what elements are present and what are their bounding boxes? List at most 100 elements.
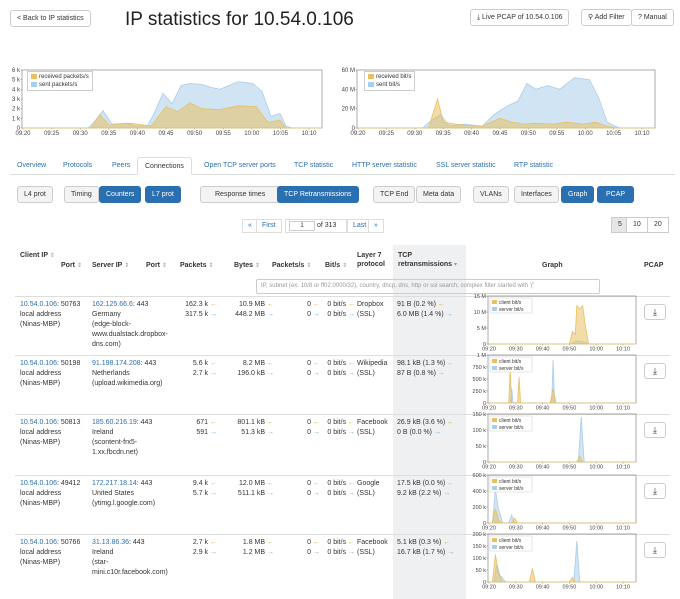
col-packets-per-sec[interactable]: Packets/s ⇕: [272, 261, 311, 271]
tab-overview[interactable]: Overview: [17, 162, 47, 169]
y-tick-label: 0: [483, 401, 486, 407]
connection-filter-input[interactable]: IP, subnet (ex. 10/8 or ff02:0000/32), c…: [256, 279, 600, 294]
col-tcp-retransmissions[interactable]: TCP retransmissions ▾: [398, 251, 457, 270]
packets-cell-out-value: 2.9 k: [192, 549, 209, 556]
row-separator: [15, 296, 670, 297]
page-size-5[interactable]: 5: [611, 217, 629, 233]
client-ip-link[interactable]: 10.54.0.106: [20, 360, 57, 367]
col-server-port[interactable]: Port ⇕: [146, 261, 167, 271]
toggle-tcp-retransmissions[interactable]: TCP Retransmissions: [277, 186, 359, 203]
server-ip-link[interactable]: 31.13.86.36: [92, 539, 129, 546]
tab-connections[interactable]: Connections: [137, 157, 192, 175]
page-next[interactable]: »: [368, 219, 384, 233]
legend-server-label: server bit/s: [499, 307, 524, 313]
arrow-right-icon: →: [208, 429, 217, 436]
server-ip-link[interactable]: 172.217.18.14: [92, 480, 137, 487]
tab-http-server-statistic[interactable]: HTTP server statistic: [352, 162, 417, 169]
bits-per-sec-cell-in-value: 0 bit/s: [327, 419, 347, 426]
x-tick-label: 10:00: [578, 131, 594, 137]
tcp-retrans-out: 0 B (0.0 %) →: [397, 428, 465, 438]
toggle-meta-data[interactable]: Meta data: [416, 186, 462, 203]
tab-tcp-statistic[interactable]: TCP statistic: [294, 162, 334, 169]
client-hostname: (Ninas-MBP): [20, 321, 61, 328]
toggle-response-times[interactable]: Response times: [200, 186, 281, 203]
packets-cell-out: 2.9 k →: [165, 548, 217, 558]
page-size-20[interactable]: 20: [647, 217, 669, 233]
toggle-l4-prot[interactable]: L4 prot: [17, 186, 53, 203]
pcap-download-button[interactable]: ⤓: [644, 483, 666, 499]
pcap-download-button[interactable]: ⤓: [644, 422, 666, 438]
server-ip-link[interactable]: 162.125.66.6: [92, 301, 133, 308]
bytes-cell-in-value: 8.2 MB: [242, 360, 266, 367]
layer7-name: Wikipedia: [357, 360, 388, 367]
tab-protocols[interactable]: Protocols: [63, 162, 93, 169]
col-port[interactable]: Port ⇕: [61, 261, 82, 271]
page-first[interactable]: First: [256, 219, 282, 233]
tab-ssl-server-statistic[interactable]: SSL server statistic: [436, 162, 496, 169]
arrow-right-icon: →: [311, 490, 320, 497]
bytes-cell-out-value: 51.3 kB: [241, 429, 266, 436]
col-bytes[interactable]: Bytes ⇕: [234, 261, 260, 271]
toggle-counters[interactable]: Counters: [99, 186, 142, 203]
pcap-download-button[interactable]: ⤓: [644, 363, 666, 379]
manual-button[interactable]: ? Manual: [631, 9, 674, 26]
client-bits-series: [488, 455, 636, 463]
packets-per-sec-cell-out: 0 →: [276, 489, 320, 499]
toggle-vlans[interactable]: VLANs: [473, 186, 509, 203]
client-ip-link[interactable]: 10.54.0.106: [20, 301, 57, 308]
y-tick-label: 0: [352, 126, 356, 132]
arrow-left-icon: ←: [311, 360, 320, 367]
toggle-graph[interactable]: Graph: [561, 186, 595, 203]
live-pcap-button[interactable]: ⤓ Live PCAP of 10.54.0.106: [470, 9, 570, 26]
y-tick-label: 0: [483, 580, 486, 586]
client-ip-link[interactable]: 10.54.0.106: [20, 539, 57, 546]
packets-per-sec-cell-in-value: 0: [307, 480, 312, 487]
col-packets[interactable]: Packets ⇕: [180, 261, 213, 271]
y-tick-label: 2 k: [12, 107, 21, 113]
server-ip-link[interactable]: 91.198.174.208: [92, 360, 141, 367]
toggle-interfaces[interactable]: Interfaces: [514, 186, 559, 203]
connection-graph-svg: 0 50 k 100 k 150 k 09:20 09:30 09:40 09:50 10:00…: [473, 412, 637, 471]
tcp-retrans-in-value: 91 B (0.2 %): [397, 301, 436, 308]
y-tick-label: 50 k: [476, 568, 487, 574]
connection-graph-svg: 0 250 k 500 k 750 k 1 M 09:20 09:30 09:40 09:50 1…: [473, 353, 637, 412]
tab-open-tcp-server-ports[interactable]: Open TCP server ports: [204, 162, 276, 169]
packets-cell-out: 2.7 k →: [165, 369, 217, 379]
page-size-10[interactable]: 10: [626, 217, 648, 233]
arrow-right-icon: →: [208, 311, 217, 318]
page-number-input[interactable]: 1: [289, 221, 315, 231]
tcp-retrans-in-value: 17.5 kB (0.0 %): [397, 480, 446, 487]
toggle-pcap[interactable]: PCAP: [597, 186, 635, 203]
bits-per-sec-cell: 0 bit/s ← 0 bit/s →: [320, 479, 355, 499]
pcap-download-button[interactable]: ⤓: [644, 542, 666, 558]
col-l7-line1: Layer 7: [357, 252, 382, 259]
col-layer7-protocol[interactable]: Layer 7 protocol: [357, 251, 385, 269]
tab-rtp-statistic[interactable]: RTP statistic: [514, 162, 554, 169]
server-ip-link[interactable]: 185.60.216.19: [92, 419, 137, 426]
filter-icon: ⚲: [588, 14, 595, 21]
packets-cell: 2.7 k ← 2.9 k →: [165, 538, 217, 558]
x-tick-label: 09:55: [216, 131, 232, 137]
tab-peers[interactable]: Peers: [112, 162, 131, 169]
server-cell: 31.13.86.36: 443 Ireland (star-mini.c10r.f…: [92, 538, 184, 578]
client-ip-link[interactable]: 10.54.0.106: [20, 480, 57, 487]
client-ip-link[interactable]: 10.54.0.106: [20, 419, 57, 426]
col-bits-per-sec[interactable]: Bit/s ⇕: [325, 261, 347, 271]
toggle-tcp-end[interactable]: TCP End: [373, 186, 416, 203]
client-bits-series: [488, 554, 636, 583]
tcp-retrans-in-value: 5.1 kB (0.3 %): [397, 539, 442, 546]
pcap-download-button[interactable]: ⤓: [644, 304, 666, 320]
toggle-timing[interactable]: Timing: [64, 186, 99, 203]
add-filter-button[interactable]: ⚲ Add Filter: [581, 9, 632, 26]
bits-legend: received bit/s sent bit/s: [364, 71, 416, 91]
y-tick-label: 250 k: [473, 389, 487, 395]
col-client-ip[interactable]: Client IP ⇕: [20, 251, 55, 261]
x-tick-label: 09:40: [464, 131, 480, 137]
y-tick-label: 0: [483, 342, 486, 348]
col-server-ip[interactable]: Server IP ⇕: [92, 261, 129, 271]
col-tcp-line1: TCP: [398, 252, 412, 259]
back-to-ip-statistics-button[interactable]: < Back to IP statistics: [10, 10, 91, 27]
x-tick-label: 10:00: [589, 465, 603, 471]
toggle-l7-prot[interactable]: L7 prot: [145, 186, 181, 203]
arrow-right-icon: →: [346, 311, 355, 318]
